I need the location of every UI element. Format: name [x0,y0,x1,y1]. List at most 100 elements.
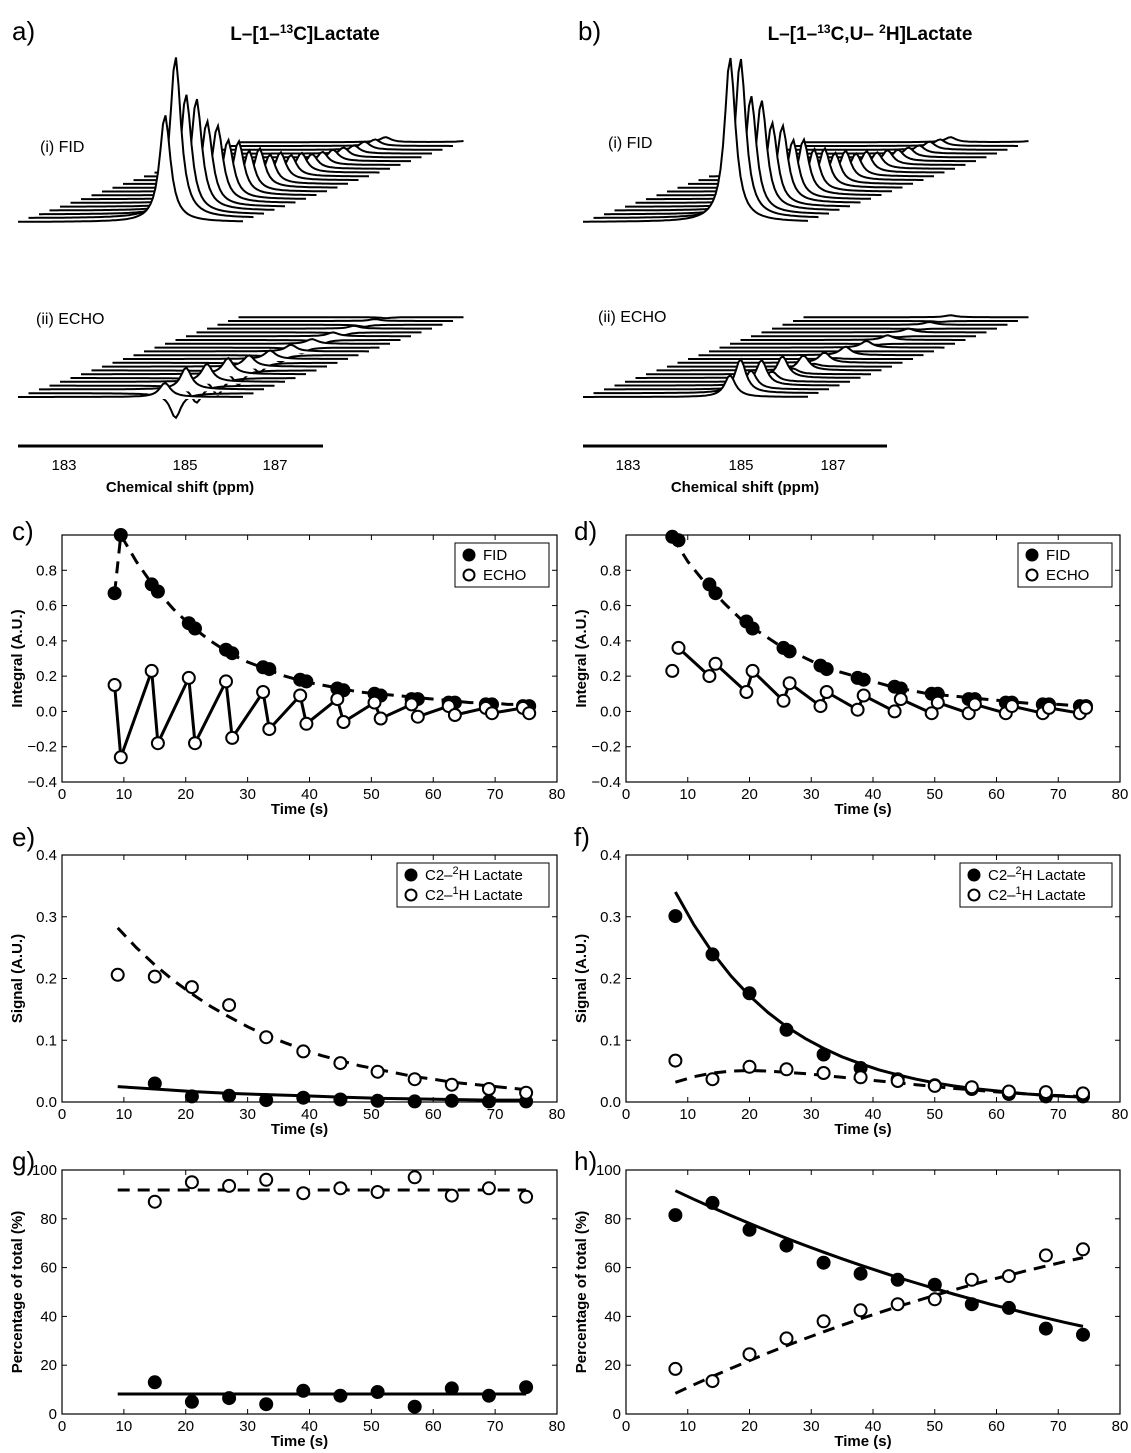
data-point-filled [262,662,277,677]
spectrum-trace [583,373,808,398]
fid-stack: (i) FID [18,57,464,224]
legend: FID ECHO [454,542,550,588]
x-tick-label: 50 [363,1418,380,1435]
data-point-open [333,1181,348,1196]
x-axis-label: Time (s) [834,1121,891,1138]
panel-label: c) [12,516,34,546]
y-tick-label: 20 [604,1357,621,1374]
data-point-open [256,685,271,699]
legend-label-superscript: 2 [453,865,459,877]
data-point-filled [481,1388,496,1403]
spectrum-trace [803,314,1029,319]
title-part: H]Lactate [886,24,973,45]
echo-stack: (ii) ECHO [18,311,464,420]
x-axis-label: Time (s) [834,801,891,818]
x-tick-label: 10 [679,1106,696,1123]
data-point-filled [299,674,314,689]
data-point-open [742,1347,757,1362]
y-tick-label: 0.0 [36,703,57,720]
y-tick-label: −0.2 [27,739,57,756]
x-tick-label: 80 [549,1418,566,1435]
data-point-filled [779,1022,794,1037]
data-point-filled [671,533,686,548]
legend-label-part: C2– [988,867,1016,884]
data-point-filled [705,947,720,962]
data-point-open [819,685,834,699]
data-point-open [1076,1086,1090,1101]
spectrum-trace [656,354,882,372]
x-tick-label: 0 [58,1418,66,1435]
data-point-filled [296,1383,311,1398]
data-point-open [1079,700,1093,715]
ppm-axis: 183 185 187 Chemical shift (ppm) [18,444,323,496]
ppm-tick-label: 185 [728,457,753,474]
y-tick-label: 0.4 [36,847,57,864]
x-tick-label: 60 [988,1106,1005,1123]
y-tick-label: 0.3 [600,909,621,926]
ppm-tick-label: 187 [820,457,845,474]
echo-stack: (ii) ECHO [583,309,1029,399]
fit-line-dashed [671,536,1084,708]
title-part: L–[1– [230,24,280,45]
y-tick-label: 0.1 [36,1032,57,1049]
legend-label-part: H Lactate [459,887,523,904]
spectrum-trace [28,392,254,420]
data-point-open [708,656,723,671]
legend-marker-filled [967,868,981,882]
data-point-filled [705,1195,720,1210]
legend-marker-filled [1025,548,1039,562]
legend-label: C2–2H Lactate [425,865,523,884]
panel-label: b) [578,16,601,46]
data-point-open [147,1194,162,1209]
data-point-filled [1038,1321,1053,1336]
spectrum-trace [123,349,348,360]
legend-label: FID [1046,547,1070,564]
spectra-panel-b: b) L–[1–13C,U– 2H]Lactate (i) FID (ii) ECHO… [578,16,1029,496]
y-tick-label: 0 [613,1406,621,1423]
data-point-open [813,699,828,714]
data-point-open [927,1078,942,1093]
y-tick-label: 0.8 [600,562,621,579]
data-point-open [219,674,233,689]
data-point-open [742,1059,757,1074]
x-axis-label: Time (s) [271,801,328,818]
legend-label-part: C2– [988,887,1016,904]
x-tick-label: 20 [177,786,194,803]
data-point-open [924,706,939,721]
legend-marker-open [1025,568,1039,582]
x-tick-label: 0 [58,1106,66,1123]
spectra-panel-a: a) L–[1–13C]Lactate (i) FID (ii) ECHO 183 185… [12,16,464,496]
x-tick-label: 40 [301,786,318,803]
y-tick-label: 0.0 [600,1094,621,1111]
x-tick-label: 40 [301,1106,318,1123]
legend-marker-filled [404,868,418,882]
x-tick-label: 10 [679,786,696,803]
data-point-filled [444,1093,459,1108]
panel-label: f) [574,822,590,852]
y-tick-label: 80 [40,1211,57,1228]
data-point-open [407,1072,422,1087]
data-point-open [816,1314,831,1329]
x-tick-label: 50 [926,1418,943,1435]
data-point-filled [107,586,122,601]
legend-label-part: C2– [425,867,453,884]
y-tick-label: 0.2 [36,971,57,988]
x-tick-label: 60 [425,786,442,803]
y-tick-label: 40 [40,1308,57,1325]
x-tick-label: 30 [239,1106,256,1123]
data-point-open [259,1030,274,1045]
y-tick-label: 0.3 [36,909,57,926]
data-point-filled [222,1391,237,1406]
spectrum-trace [217,140,443,151]
data-point-filled [964,1297,979,1312]
spectrum-fill [133,355,359,362]
data-point-open [964,1080,979,1095]
x-tick-label: 70 [487,1106,504,1123]
legend-label-part: H Lactate [1022,867,1086,884]
spectrum-trace [740,334,966,341]
spectrum-trace [593,357,819,395]
x-tick-label: 40 [301,1418,318,1435]
fit-line-dashed [674,1069,1084,1098]
data-point-open [110,967,125,982]
fit-line-dashed [116,926,527,1092]
